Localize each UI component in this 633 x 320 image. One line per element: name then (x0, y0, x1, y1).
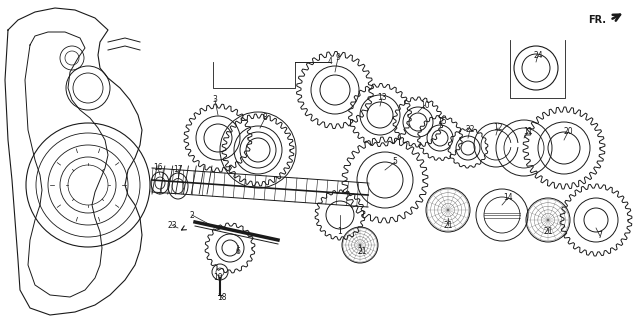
Text: 13: 13 (377, 93, 387, 102)
Text: 18: 18 (217, 293, 227, 302)
Text: 7: 7 (598, 231, 603, 241)
Text: 15: 15 (437, 117, 447, 126)
Text: 6: 6 (235, 247, 241, 257)
Text: 14: 14 (503, 194, 513, 203)
Text: 12: 12 (493, 124, 503, 132)
Text: 21: 21 (357, 247, 367, 257)
Text: 3: 3 (213, 95, 218, 105)
Text: FR.: FR. (588, 15, 606, 25)
Text: 8: 8 (263, 114, 267, 123)
Text: 4: 4 (327, 58, 332, 67)
Text: 17: 17 (173, 165, 183, 174)
Text: 11: 11 (523, 127, 533, 137)
Text: 16: 16 (153, 164, 163, 172)
Text: 20: 20 (563, 127, 573, 137)
Text: 10: 10 (420, 100, 430, 109)
Text: 21: 21 (543, 228, 553, 236)
Text: 1: 1 (337, 228, 342, 236)
Text: 9: 9 (335, 53, 341, 62)
Text: 2: 2 (190, 211, 194, 220)
Text: 23: 23 (167, 220, 177, 229)
Text: 5: 5 (392, 157, 398, 166)
Text: 21: 21 (443, 220, 453, 229)
Text: 22: 22 (465, 125, 475, 134)
Text: 24: 24 (533, 51, 543, 60)
Text: 19: 19 (213, 274, 223, 283)
